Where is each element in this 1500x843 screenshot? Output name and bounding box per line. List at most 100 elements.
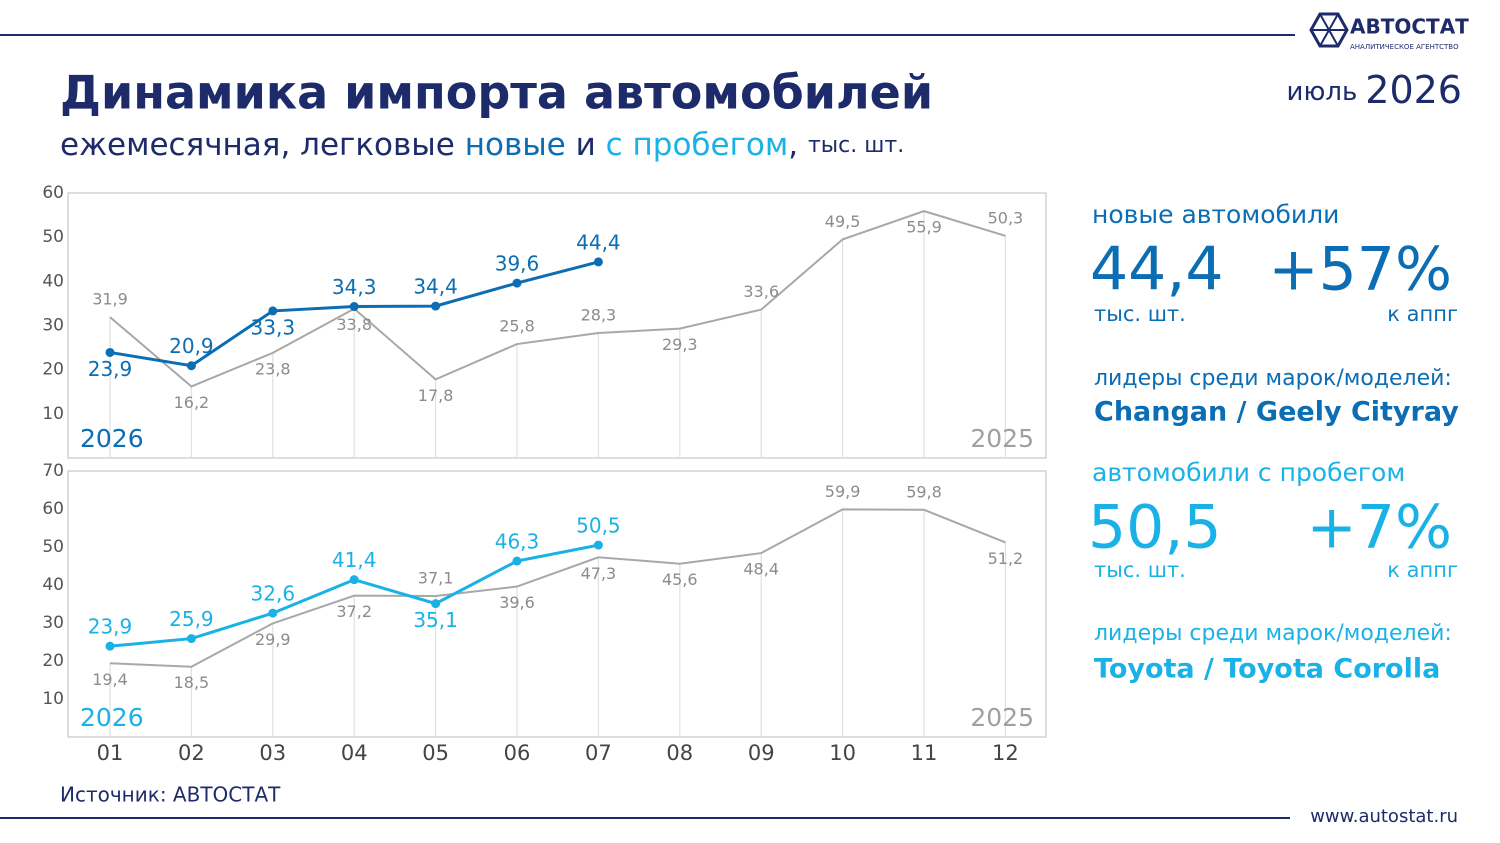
plot-frame: [67, 470, 1047, 738]
value-label: 18,5: [174, 673, 210, 692]
panel-leaders-label: лидеры среди марок/моделей:: [1094, 621, 1452, 646]
panel-used: автомобили с пробегом 50,5 тыс. шт. +7% …: [1088, 458, 1458, 685]
x-tick-label: 06: [504, 741, 531, 765]
point: [593, 257, 603, 267]
value-label: 47,3: [581, 564, 617, 583]
x-tick-label: 12: [992, 741, 1019, 765]
subtitle-part: ,: [788, 127, 808, 163]
point: [268, 608, 278, 618]
date-year: 2026: [1365, 68, 1462, 112]
value-label: 31,9: [92, 290, 128, 309]
y-tick-label: 30: [42, 613, 64, 633]
point: [105, 347, 115, 357]
series-line: [109, 508, 1006, 668]
series-name: 2025: [970, 703, 1034, 732]
x-tick-label: 02: [178, 741, 205, 765]
value-label: 35,1: [413, 608, 458, 632]
value-label: 19,4: [92, 670, 128, 689]
value-label: 37,1: [418, 569, 454, 588]
value-label: 46,3: [495, 530, 540, 554]
x-tick-label: 03: [259, 741, 286, 765]
y-tick-label: 30: [42, 316, 64, 336]
panel-change: +7%: [1307, 493, 1452, 563]
panel-change: +57%: [1268, 235, 1452, 305]
y-tick-label: 20: [42, 360, 64, 380]
y-tick-label: 40: [42, 575, 64, 595]
value-label: 34,3: [332, 275, 377, 299]
x-tick-label: 07: [585, 741, 612, 765]
value-label: 20,9: [169, 334, 214, 358]
y-tick-label: 10: [42, 404, 64, 424]
panel-unit: тыс. шт.: [1094, 558, 1186, 582]
source: Источник: АВТОСТАТ: [60, 783, 281, 807]
panel-change-label: к аппг: [1387, 302, 1458, 326]
y-tick-label: 40: [42, 271, 64, 291]
logo: АВТОСТАТ АНАЛИТИЧЕСКОЕ АГЕНТСТВО: [1309, 12, 1469, 51]
panel-label: автомобили с пробегом: [1092, 458, 1405, 487]
subtitle-used: с пробегом: [606, 127, 789, 163]
value-label: 33,3: [251, 315, 296, 339]
point: [593, 540, 603, 550]
value-label: 49,5: [825, 212, 861, 231]
panel-unit: тыс. шт.: [1094, 302, 1186, 326]
point: [431, 599, 441, 609]
x-tick-label: 09: [748, 741, 775, 765]
value-label: 29,3: [662, 335, 698, 354]
value-label: 23,9: [88, 615, 133, 639]
panel-change-label: к аппг: [1387, 558, 1458, 582]
point: [268, 306, 278, 316]
series-name: 2026: [80, 703, 144, 732]
panel-leaders: Changan / Geely Cityray: [1094, 397, 1459, 428]
value-label: 48,4: [743, 560, 779, 579]
y-tick-label: 60: [42, 183, 64, 203]
point: [349, 575, 359, 585]
point: [512, 278, 522, 288]
value-label: 23,9: [88, 357, 133, 381]
x-tick-label: 08: [666, 741, 693, 765]
subtitle: ежемесячная, легковые новые и с пробегом…: [60, 127, 904, 163]
value-label: 50,3: [988, 208, 1024, 227]
value-label: 50,5: [576, 514, 621, 538]
series-name: 2025: [970, 424, 1034, 453]
panel-new: новые автомобили 44,4 тыс. шт. +57% к ап…: [1090, 200, 1459, 428]
value-label: 17,8: [418, 386, 454, 405]
logo-text: АВТОСТАТ: [1350, 15, 1469, 39]
y-tick-label: 50: [42, 537, 64, 557]
point: [105, 641, 115, 651]
x-tick-label: 05: [422, 741, 449, 765]
x-tick-label: 10: [829, 741, 856, 765]
point: [186, 361, 196, 371]
value-label: 34,4: [413, 275, 458, 299]
point: [431, 301, 441, 311]
panel-value: 44,4: [1090, 235, 1224, 305]
value-label: 33,6: [743, 282, 779, 301]
value-label: 16,2: [174, 393, 210, 412]
x-tick-label: 04: [341, 741, 368, 765]
point: [349, 302, 359, 312]
x-tick-label: 01: [97, 741, 124, 765]
logo-subtext: АНАЛИТИЧЕСКОЕ АГЕНТСТВО: [1350, 43, 1459, 51]
value-label: 51,2: [988, 549, 1024, 568]
value-label: 55,9: [906, 218, 942, 237]
y-tick-label: 70: [42, 461, 64, 481]
point: [186, 634, 196, 644]
value-label: 28,3: [581, 306, 617, 325]
subtitle-part: ежемесячная, легковые: [60, 127, 465, 163]
value-label: 23,8: [255, 359, 291, 378]
y-tick-label: 20: [42, 651, 64, 671]
panel-label: новые автомобили: [1092, 200, 1339, 229]
y-tick-label: 50: [42, 227, 64, 247]
panel-leaders-label: лидеры среди марок/моделей:: [1094, 366, 1452, 391]
y-tick-label: 60: [42, 499, 64, 519]
date-month: июль: [1287, 77, 1358, 107]
value-label: 33,8: [336, 315, 372, 334]
y-tick-label: 10: [42, 689, 64, 709]
value-label: 37,2: [336, 602, 372, 621]
value-label: 59,9: [825, 482, 861, 501]
value-label: 32,6: [251, 582, 296, 606]
value-label: 41,4: [332, 548, 377, 572]
value-label: 45,6: [662, 570, 698, 589]
value-label: 59,8: [906, 482, 942, 501]
value-label: 25,8: [499, 317, 535, 336]
